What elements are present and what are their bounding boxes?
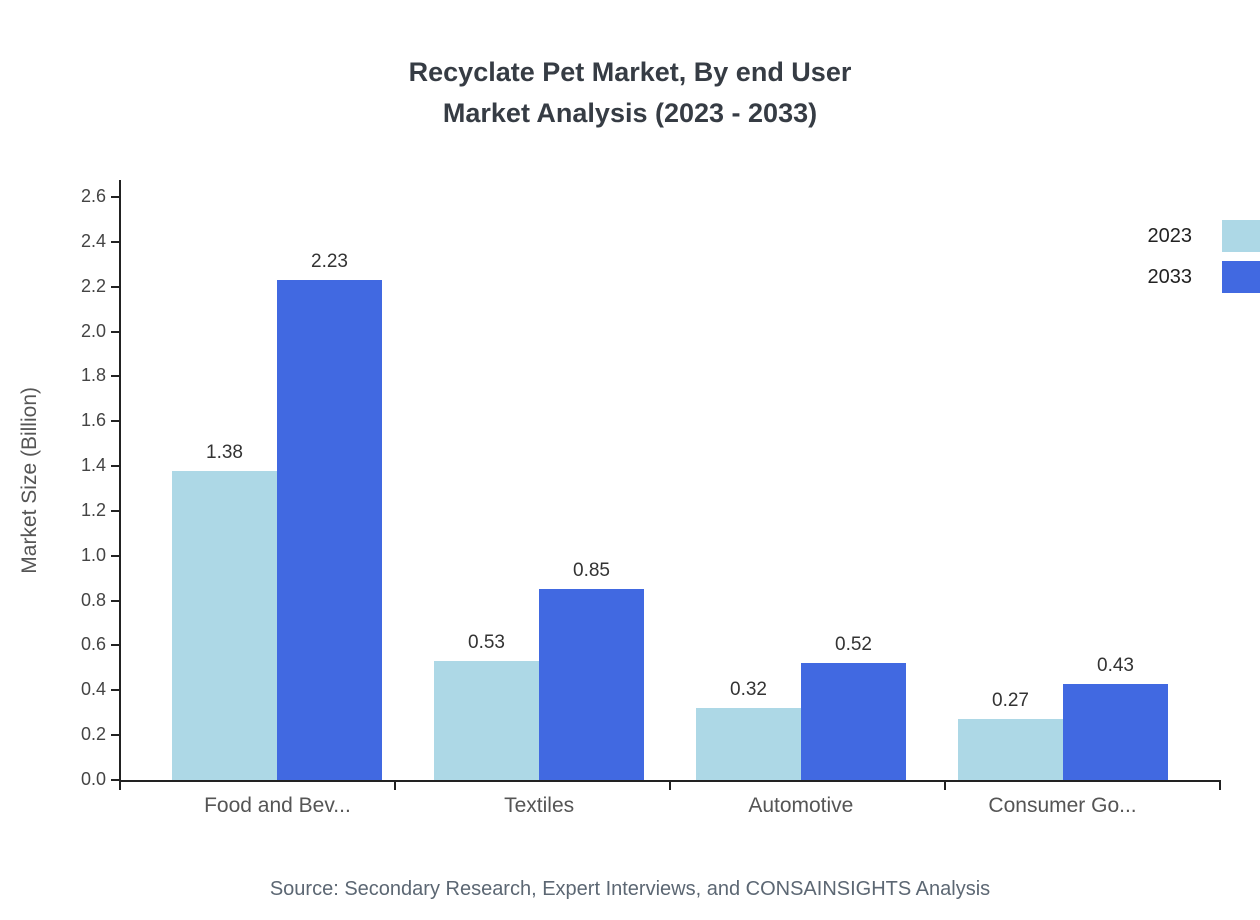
bar-2033 — [539, 589, 644, 780]
y-tick — [111, 509, 120, 512]
legend-item: 2023 — [1148, 220, 1260, 252]
y-tick-label: 1.0 — [80, 544, 106, 565]
y-tick-label: 1.6 — [80, 410, 106, 431]
y-tick — [111, 420, 120, 423]
y-tick — [111, 330, 120, 333]
legend-swatch-2033 — [1222, 261, 1260, 293]
y-tick-label: 2.0 — [80, 320, 106, 341]
bar-value-label: 2.23 — [311, 251, 348, 272]
y-tick — [111, 465, 120, 468]
y-tick — [111, 644, 120, 647]
plot-area: 1.38 2.23 0.53 0.85 0.32 0.52 0.27 0.43 — [120, 180, 1220, 780]
chart-title: Recyclate Pet Market, By end User — [408, 57, 852, 87]
legend: 2023 2033 — [1148, 220, 1260, 302]
y-tick-label: 0.8 — [80, 589, 106, 610]
bar-2023 — [958, 719, 1063, 780]
bar-value-label: 1.38 — [206, 442, 243, 463]
bar-2033 — [801, 663, 906, 780]
legend-label: 2023 — [1147, 224, 1193, 247]
chart-subtitle: Market Analysis (2023 - 2033) — [442, 98, 818, 128]
bar-value-label: 0.43 — [1097, 655, 1134, 676]
bar-2023 — [172, 471, 277, 780]
x-axis-tick — [669, 782, 671, 790]
bar-2023 — [696, 708, 801, 780]
y-tick — [111, 375, 120, 378]
y-tick — [111, 196, 120, 198]
y-tick-label: 2.4 — [80, 230, 106, 251]
y-tick-label: 1.4 — [80, 455, 106, 476]
y-tick-label: 1.2 — [80, 499, 106, 520]
y-tick — [111, 599, 120, 602]
legend-label: 2033 — [1147, 265, 1193, 288]
y-tick-label: 0.0 — [80, 769, 106, 789]
category-label: Food and Bev... — [204, 794, 351, 817]
bar-2023 — [434, 661, 539, 780]
x-axis-tick — [119, 782, 121, 790]
category-label: Consumer Go... — [988, 794, 1137, 817]
chart-title-block: Recyclate Pet Market, By end User Market… — [0, 52, 1260, 134]
category-label: Automotive — [748, 794, 854, 817]
y-tick-label: 0.2 — [80, 724, 106, 745]
y-tick-label: 1.8 — [80, 365, 106, 386]
y-tick-label: 0.6 — [80, 634, 106, 655]
bar-value-label: 0.85 — [573, 560, 610, 581]
category-label: Textiles — [504, 794, 575, 817]
y-tick — [111, 779, 120, 781]
y-tick — [111, 734, 120, 737]
bar-value-label: 0.53 — [468, 632, 505, 653]
bar-value-label: 0.32 — [730, 679, 767, 700]
y-tick — [111, 554, 120, 557]
bar-value-label: 0.27 — [992, 690, 1029, 711]
x-axis-line — [119, 780, 1221, 782]
bar-2033 — [277, 280, 382, 780]
legend-swatch-2023 — [1222, 220, 1260, 252]
bar-2033 — [1063, 684, 1168, 780]
source-note: Source: Secondary Research, Expert Inter… — [269, 878, 991, 900]
y-tick — [111, 240, 120, 243]
y-tick-label: 2.2 — [80, 275, 106, 296]
y-tick-label: 0.4 — [80, 679, 106, 700]
y-axis-line — [119, 180, 121, 782]
y-tick-label: 2.6 — [80, 186, 106, 206]
legend-item: 2033 — [1148, 261, 1260, 293]
x-axis-tick — [394, 782, 396, 790]
x-axis-tick — [944, 782, 946, 790]
y-tick — [111, 285, 120, 288]
y-axis-title: Market Size (Billion) — [18, 386, 41, 574]
y-tick — [111, 689, 120, 692]
x-axis-tick — [1219, 782, 1221, 790]
bar-value-label: 0.52 — [835, 634, 872, 655]
